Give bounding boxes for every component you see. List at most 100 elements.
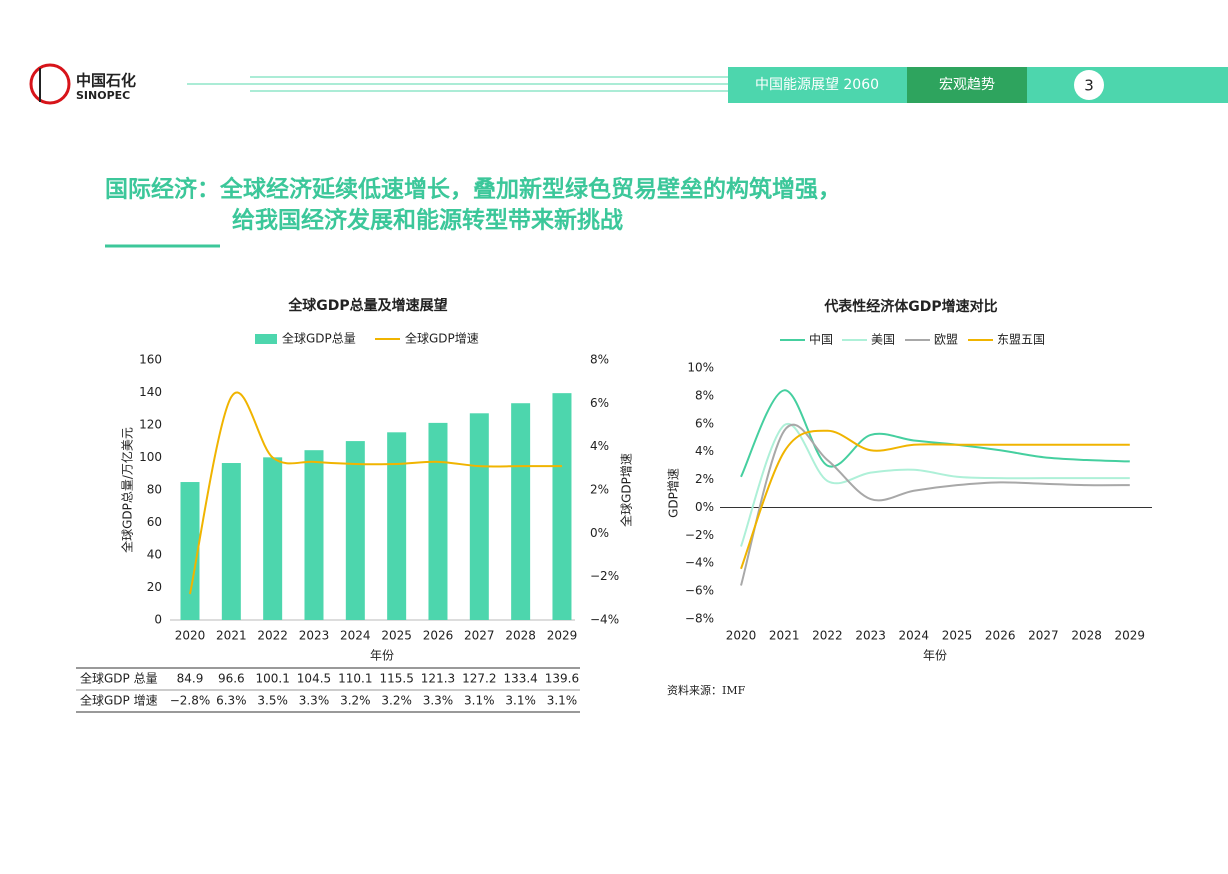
table-cell: 3.3% xyxy=(299,694,330,708)
y-tick-label: −8% xyxy=(685,612,714,626)
table-cell: 139.6 xyxy=(545,672,579,686)
bar xyxy=(221,463,241,620)
bar xyxy=(180,482,200,620)
table-cell: 110.1 xyxy=(338,672,372,686)
tab-active xyxy=(907,67,1027,103)
legend-swatch xyxy=(255,334,277,344)
x-axis-label: 年份 xyxy=(370,649,394,663)
x-tick-label: 2026 xyxy=(423,629,454,643)
legend-label: 中国 xyxy=(809,332,833,347)
table-cell: 3.2% xyxy=(381,694,412,708)
bar xyxy=(552,393,572,620)
y-tick-label: 80 xyxy=(147,483,162,497)
table-row-label: 全球GDP 总量 xyxy=(80,671,158,686)
x-tick-label: 2024 xyxy=(899,629,930,643)
legend-label: 全球GDP增速 xyxy=(405,331,479,346)
x-tick-label: 2027 xyxy=(464,629,495,643)
bar xyxy=(263,457,283,620)
table-cell: 3.1% xyxy=(505,694,536,708)
bar xyxy=(304,450,324,620)
x-tick-label: 2026 xyxy=(985,629,1016,643)
legend-label: 美国 xyxy=(871,333,895,347)
x-tick-label: 2029 xyxy=(547,629,578,643)
table-cell: 84.9 xyxy=(177,672,204,686)
table-cell: 3.1% xyxy=(547,694,578,708)
y-tick-label: 6% xyxy=(695,416,714,430)
x-tick-label: 2028 xyxy=(505,629,536,643)
y2-tick-label: 6% xyxy=(590,396,609,410)
y2-tick-label: −2% xyxy=(590,569,619,583)
x-tick-label: 2024 xyxy=(340,629,371,643)
tab: 中国能源展望 2060 xyxy=(755,77,879,93)
y-tick-label: 0% xyxy=(695,500,714,514)
x-tick-label: 2021 xyxy=(216,629,247,643)
line xyxy=(189,391,562,595)
x-tick-label: 2023 xyxy=(855,629,886,643)
y2-tick-label: 2% xyxy=(590,483,609,497)
table-cell: 121.3 xyxy=(421,672,455,686)
tab: 宏观趋势 xyxy=(939,77,995,93)
y-tick-label: 0 xyxy=(154,613,162,627)
table-cell: 133.4 xyxy=(503,672,537,686)
page-number: 3 xyxy=(1084,77,1094,95)
line xyxy=(740,389,1130,478)
table-cell: 104.5 xyxy=(297,672,331,686)
y-tick-label: 100 xyxy=(139,450,162,464)
y-tick-label: −6% xyxy=(685,584,714,598)
table-cell: 3.1% xyxy=(464,694,495,708)
table-cell: 3.5% xyxy=(257,694,288,708)
x-tick-label: 2025 xyxy=(942,629,973,643)
y-tick-label: 10% xyxy=(687,361,714,375)
title: 给我国经济发展和能源转型带来新挑战 xyxy=(232,207,623,234)
y-tick-label: −2% xyxy=(685,528,714,542)
logo: 中国石化 SINOPEC xyxy=(29,63,136,105)
y2-tick-label: −4% xyxy=(590,613,619,627)
line xyxy=(740,423,1130,586)
bar xyxy=(387,432,407,620)
table-cell: 6.3% xyxy=(216,694,247,708)
table-cell: 115.5 xyxy=(379,672,413,686)
y2-tick-label: 0% xyxy=(590,526,609,540)
y-tick-label: 8% xyxy=(695,388,714,402)
logo-en: SINOPEC xyxy=(76,89,130,102)
x-tick-label: 2020 xyxy=(726,629,757,643)
x-axis-label: 年份 xyxy=(923,649,947,663)
x-tick-label: 2022 xyxy=(257,629,288,643)
page-badge xyxy=(1074,70,1104,100)
y2-axis-label: 全球GDP增速 xyxy=(619,453,634,527)
y-axis-label: 全球GDP总量/万亿美元 xyxy=(120,427,135,553)
bar xyxy=(428,422,448,620)
table-row-label: 全球GDP 增速 xyxy=(80,693,158,708)
chart-title: 全球GDP总量及增速展望 xyxy=(287,297,447,314)
y-tick-label: 140 xyxy=(139,385,162,399)
x-tick-label: 2021 xyxy=(769,629,800,643)
y-tick-label: 60 xyxy=(147,515,162,529)
logo-text: 中国石化 xyxy=(76,72,136,90)
chart-title: 代表性经济体GDP增速对比 xyxy=(823,298,997,315)
table-cell: 96.6 xyxy=(218,672,245,686)
x-tick-label: 2027 xyxy=(1028,629,1059,643)
table-cell: 100.1 xyxy=(255,672,289,686)
line xyxy=(740,429,1130,570)
header-lines xyxy=(187,76,728,92)
y-tick-label: 2% xyxy=(695,472,714,486)
line xyxy=(740,422,1130,547)
logo-ring xyxy=(29,63,71,105)
bar xyxy=(511,403,531,620)
legend-label: 东盟五国 xyxy=(997,333,1045,347)
y-tick-label: 120 xyxy=(139,418,162,432)
source: 资料来源：IMF xyxy=(667,683,746,697)
table-cell: 3.3% xyxy=(423,694,454,708)
y-tick-label: 20 xyxy=(147,580,162,594)
x-tick-label: 2022 xyxy=(812,629,843,643)
y-axis-label: GDP增速 xyxy=(667,468,681,518)
legend-label: 全球GDP总量 xyxy=(282,331,356,346)
x-tick-label: 2025 xyxy=(381,629,412,643)
x-tick-label: 2029 xyxy=(1115,629,1146,643)
legend-label: 欧盟 xyxy=(934,333,958,347)
x-tick-label: 2023 xyxy=(299,629,330,643)
y-tick-label: 160 xyxy=(139,353,162,367)
x-tick-label: 2020 xyxy=(175,629,206,643)
table-cell: −2.8% xyxy=(170,694,211,708)
